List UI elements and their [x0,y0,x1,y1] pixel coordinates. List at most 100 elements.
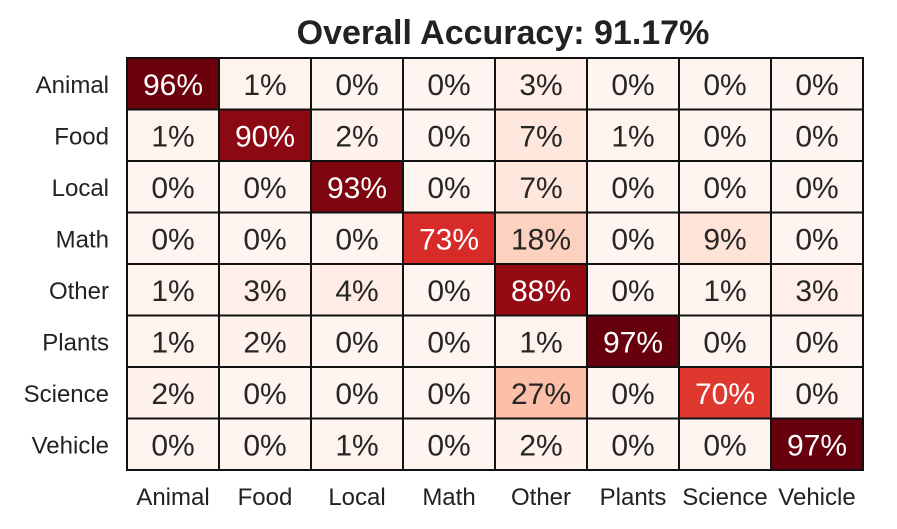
cell-value-label: 0% [611,275,654,308]
column-label-science: Science [682,484,767,511]
cell-value-label: 0% [611,69,654,102]
heatmap-cell-food-vehicle [770,108,864,162]
cell-value-label: 0% [427,69,470,102]
cell-value-label: 0% [703,172,746,205]
heatmap-cell-vehicle-plants [586,417,680,471]
heatmap-cell-other-other [494,263,588,317]
cell-value-label: 1% [151,275,194,308]
heatmap-cell-plants-vehicle [770,314,864,368]
cell-value-label: 0% [795,223,838,256]
heatmap-cell-animal-food [218,57,312,111]
heatmap-cell-science-plants [586,366,680,420]
cell-value-label: 0% [703,326,746,359]
column-labels: Animal Food Local Math Other Plants Science Veh… [136,484,855,511]
heatmap-cell-science-other [494,366,588,420]
row-label-food: Food [54,123,109,150]
cell-value-label: 0% [795,120,838,153]
heatmap-cell-local-vehicle [770,160,864,214]
heatmap-cell-other-math [402,263,496,317]
heatmap-cell-local-local [310,160,404,214]
heatmap-cell-food-food [218,108,312,162]
row-labels: Animal Food Local Math Other Plants Science Veh… [24,72,109,460]
cell-value-label: 1% [151,326,194,359]
cell-value-label: 7% [519,120,562,153]
cell-value-label: 0% [427,429,470,462]
heatmap-cell-vehicle-other [494,417,588,471]
cell-value-label: 88% [511,275,571,308]
cell-value-label: 0% [611,223,654,256]
cell-value-label: 0% [151,223,194,256]
cell-value-label: 1% [703,275,746,308]
cell-value-label: 2% [335,120,378,153]
cell-value-label: 2% [519,429,562,462]
heatmap-cell-local-plants [586,160,680,214]
cell-value-label: 0% [795,69,838,102]
cell-value-label: 0% [335,326,378,359]
row-label-science: Science [24,381,109,408]
heatmap-cell-science-animal [126,366,220,420]
cell-value-label: 0% [335,69,378,102]
cell-value-label: 1% [243,69,286,102]
cell-value-label: 0% [427,378,470,411]
heatmap-cell-local-math [402,160,496,214]
heatmap-cell-science-food [218,366,312,420]
heatmap-cell-science-science [678,366,772,420]
cell-value-label: 0% [703,69,746,102]
column-label-math: Math [422,484,475,511]
cell-value-label: 97% [603,326,663,359]
cell-value-label: 0% [611,378,654,411]
heatmap-cell-science-vehicle [770,366,864,420]
cell-value-label: 18% [511,223,571,256]
cell-value-label: 0% [151,172,194,205]
cell-value-label: 1% [519,326,562,359]
heatmap-cell-vehicle-vehicle [770,417,864,471]
column-label-food: Food [238,484,293,511]
heatmap-cell-math-local [310,211,404,265]
row-label-vehicle: Vehicle [32,432,109,459]
cell-value-label: 0% [795,172,838,205]
cell-value-label: 3% [243,275,286,308]
cell-value-label: 0% [703,120,746,153]
cell-value-label: 3% [519,69,562,102]
heatmap-cell-vehicle-local [310,417,404,471]
row-label-math: Math [56,226,109,253]
cell-value-label: 0% [243,172,286,205]
cell-value-label: 2% [243,326,286,359]
heatmap-cell-vehicle-animal [126,417,220,471]
cell-value-label: 27% [511,378,571,411]
column-label-animal: Animal [136,484,209,511]
cell-value-label: 1% [611,120,654,153]
heatmap-cell-food-plants [586,108,680,162]
heatmap-cell-animal-vehicle [770,57,864,111]
column-label-plants: Plants [600,484,667,511]
cell-value-label: 0% [427,275,470,308]
column-label-vehicle: Vehicle [778,484,855,511]
column-label-other: Other [511,484,571,511]
cell-value-label: 70% [695,378,755,411]
cell-value-label: 90% [235,120,295,153]
cell-value-label: 0% [427,120,470,153]
cell-value-label: 0% [703,429,746,462]
cell-value-label: 96% [143,69,203,102]
cell-value-label: 0% [427,172,470,205]
heatmap-cell-local-other [494,160,588,214]
cell-value-label: 0% [243,429,286,462]
heatmap-cell-animal-plants [586,57,680,111]
heatmap-cell-animal-animal [126,57,220,111]
cell-value-label: 1% [151,120,194,153]
cell-value-label: 0% [795,378,838,411]
cell-value-label: 0% [151,429,194,462]
cell-value-label: 0% [427,326,470,359]
heatmap-cell-plants-plants [586,314,680,368]
cell-value-label: 9% [703,223,746,256]
heatmap-cell-plants-food [218,314,312,368]
cell-value-label: 3% [795,275,838,308]
heatmap-cell-vehicle-math [402,417,496,471]
heatmap-cell-math-science [678,211,772,265]
heatmap-cells: 96% 1% 0% 0% 3% 0% 0% 0% 1% 90% 2% 0% 7% 1% 0% 0% 0% 0% 93… [126,57,864,471]
heatmap-cell-food-math [402,108,496,162]
heatmap-cell-local-science [678,160,772,214]
cell-value-label: 2% [151,378,194,411]
heatmap-cell-math-other [494,211,588,265]
